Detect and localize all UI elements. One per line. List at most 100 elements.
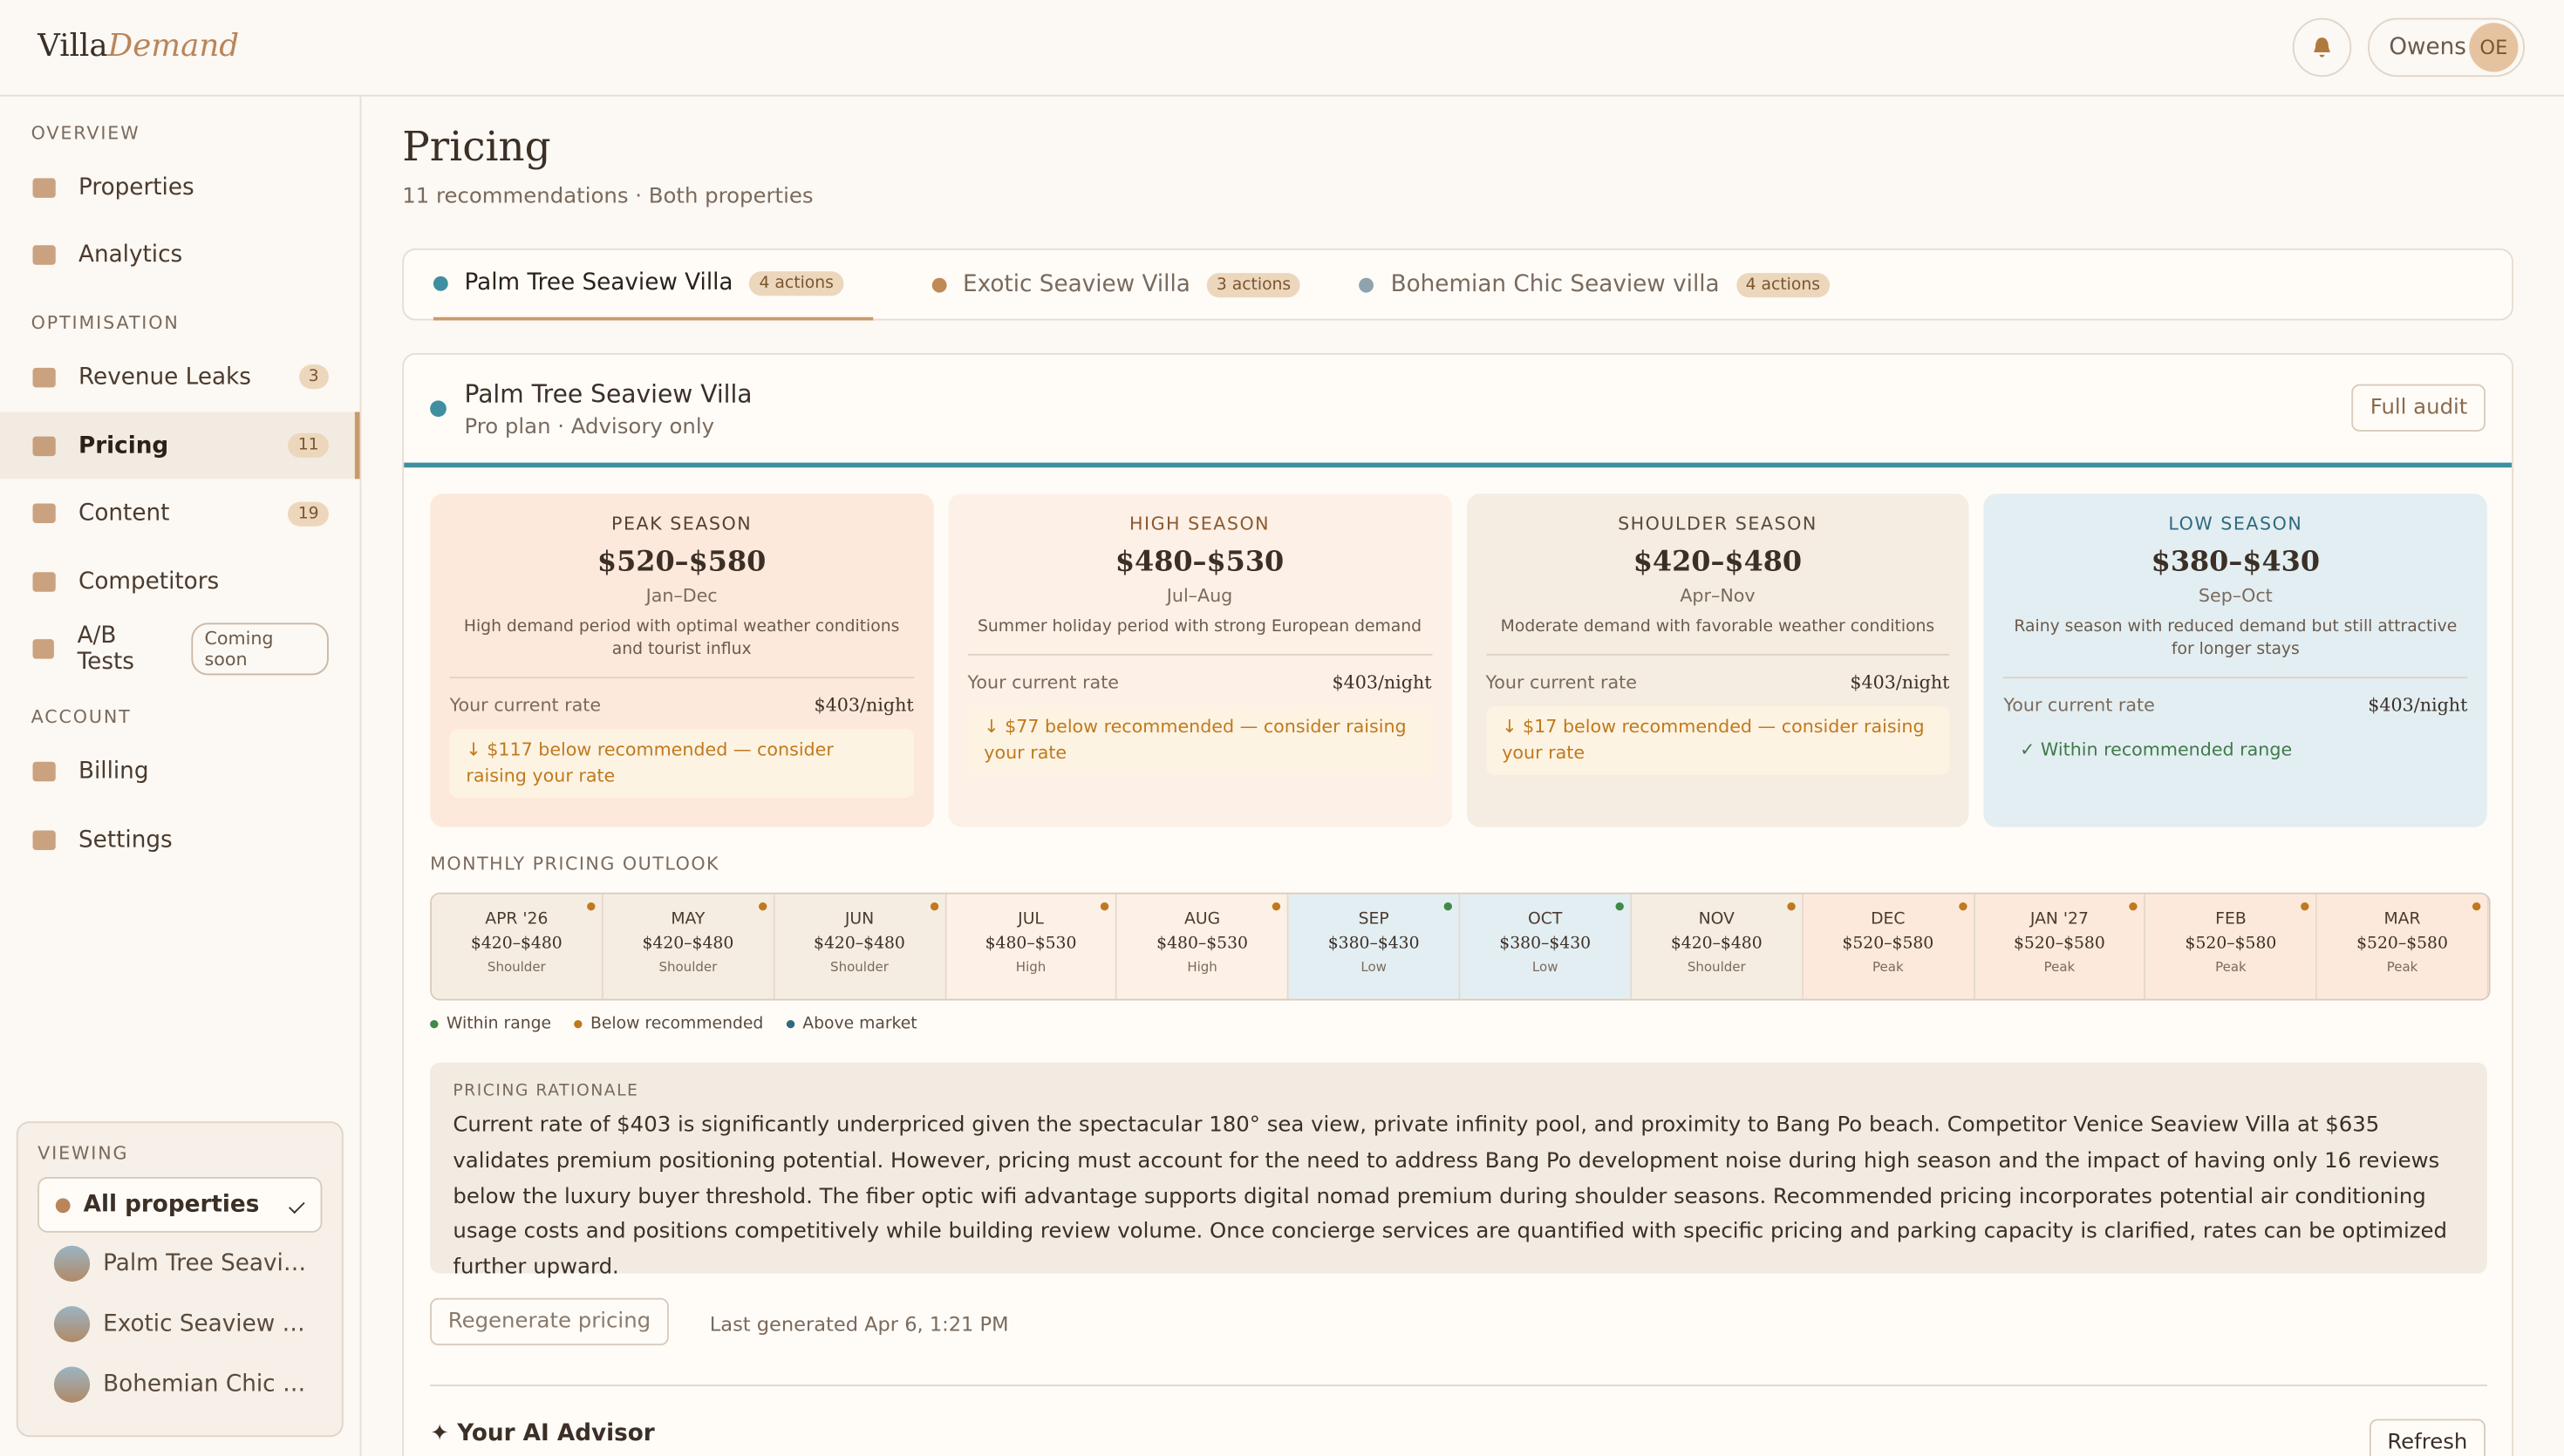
month-dot [929, 902, 938, 911]
month-dot [1272, 902, 1281, 911]
month-cell: NOV $420–$480 Shoulder [1631, 894, 1804, 999]
check [289, 1196, 305, 1214]
month-range: $520–$580 [1842, 935, 1934, 954]
section-title: ACCOUNT [31, 706, 132, 728]
property-thumb [53, 1305, 91, 1342]
month-dot [586, 902, 596, 911]
nav-item[interactable]: Pricing 11 [0, 412, 360, 480]
month-dot [1958, 902, 1967, 911]
viewing-property[interactable]: Palm Tree Seaview Villa [38, 1233, 322, 1293]
sidebar: OVERVIEW Properties Analytics OPTIMISATION R… [0, 96, 362, 1456]
user-name: Owens [2389, 34, 2466, 61]
month-cell: MAY $420–$480 Shoulder [603, 894, 775, 999]
legend-dot [786, 1020, 794, 1029]
nav-item[interactable]: Properties [0, 153, 360, 221]
month-name: MAY [671, 910, 706, 929]
last-generated: Last generated Apr 6, 1:21 PM [709, 1312, 1009, 1336]
tab-actions: 4 actions [1735, 272, 1831, 297]
month-season: Low [1360, 959, 1387, 975]
nav-item[interactable]: Content 19 [0, 480, 360, 548]
dot [430, 400, 447, 418]
brand-b: Demand [107, 27, 240, 65]
rate-label: Your current rate [967, 671, 1119, 693]
nav-item[interactable]: Competitors [0, 548, 360, 616]
month-dot [1615, 902, 1624, 911]
tab[interactable]: Exotic Seaview Villa 3 actions [931, 250, 1301, 319]
nav-item[interactable]: Revenue Leaks 3 [0, 344, 360, 412]
nav-item[interactable]: Billing [0, 738, 360, 806]
season-range: $520–$580 [597, 546, 767, 579]
nav-item[interactable]: Settings [0, 806, 360, 874]
property-card: Palm Tree Seaview Villa Pro plan · Adviso… [402, 353, 2513, 1456]
dot [1359, 276, 1374, 292]
season-range: $380–$430 [2151, 546, 2321, 579]
regenerate[interactable]: Regenerate pricing [430, 1297, 669, 1346]
month-name: NOV [1698, 910, 1735, 929]
refresh[interactable]: Refresh [2369, 1419, 2486, 1456]
month-dot [2472, 902, 2481, 911]
nav-item[interactable]: A/B Tests Coming soon [0, 616, 360, 684]
bell[interactable] [2292, 17, 2352, 78]
viewing-selected: All properties [83, 1191, 260, 1218]
season-months: Sep–Oct [2198, 585, 2273, 607]
month-dot [2129, 902, 2138, 911]
nav-label: Settings [78, 826, 173, 853]
month-season: Shoulder [830, 959, 889, 975]
month-season: Shoulder [658, 959, 718, 975]
rate-value: $403/night [2368, 694, 2468, 717]
rate-value: $403/night [814, 694, 914, 717]
viewing-panel: VIEWING All properties Palm Tree Seaview V… [16, 1121, 344, 1438]
rate-note: ↓ $117 below recommended — consider rais… [449, 729, 914, 798]
month-dot [1101, 902, 1109, 911]
month-cell: DEC $520–$580 Peak [1803, 894, 1975, 999]
rate-value: $403/night [1850, 671, 1950, 693]
nav-icon [32, 829, 56, 850]
full-audit[interactable]: Full audit [2352, 384, 2486, 432]
month-name: MAR [2383, 910, 2421, 929]
legend-item: Above market [786, 1015, 917, 1033]
legend-label: Below recommended [590, 1015, 764, 1033]
season-label: SHOULDER SEASON [1618, 513, 1817, 535]
property-thumb [53, 1365, 91, 1402]
tab[interactable]: Bohemian Chic Seaview villa 4 actions [1359, 250, 1831, 319]
property-thumb [53, 1244, 91, 1282]
season-desc: Moderate demand with favorable weather c… [1485, 616, 1950, 656]
nav-badge: 11 [288, 433, 329, 459]
month-name: JUN [844, 910, 875, 929]
section-title: OPTIMISATION [31, 312, 180, 334]
month-cell: JAN '27 $520–$580 Peak [1974, 894, 2146, 999]
month-range: $520–$580 [2185, 935, 2277, 954]
dot [433, 275, 448, 290]
section-title: OVERVIEW [31, 122, 140, 144]
month-name: SEP [1358, 910, 1389, 929]
month-range: $380–$430 [1327, 935, 1420, 954]
month-cell: OCT $380–$430 Low [1460, 894, 1632, 999]
viewing-property[interactable]: Bohemian Chic Seaview villa [38, 1354, 322, 1414]
rate-label: Your current rate [1485, 671, 1637, 693]
month-range: $480–$530 [985, 935, 1077, 954]
month-season: Peak [2386, 959, 2418, 975]
legend-dot [574, 1020, 583, 1029]
month-season: Shoulder [487, 959, 546, 975]
seasons: PEAK SEASON $520–$580 Jan–Dec High demand p… [430, 493, 2487, 827]
nav-label: A/B Tests [77, 623, 134, 677]
tab[interactable]: Palm Tree Seaview Villa 4 actions [433, 248, 873, 321]
property-plan: Pro plan · Advisory only [464, 415, 715, 440]
viewing-select[interactable]: All properties [38, 1177, 323, 1233]
nav-item[interactable]: Analytics [0, 221, 360, 289]
user-menu[interactable]: Owens OE [2368, 17, 2525, 78]
nav-icon [32, 245, 56, 266]
season-card: LOW SEASON $380–$430 Sep–Oct Rainy season w… [1983, 493, 2487, 827]
tab-actions: 4 actions [749, 270, 844, 296]
month-range: $520–$580 [2356, 935, 2448, 954]
separator [430, 1385, 2487, 1386]
viewing-property[interactable]: Exotic Seaview Villa [38, 1293, 322, 1353]
month-name: APR '26 [485, 910, 549, 929]
month-name: JAN '27 [2029, 910, 2089, 929]
tab-name: Exotic Seaview Villa [963, 271, 1190, 298]
season-desc: Rainy season with reduced demand but sti… [2003, 616, 2468, 679]
dot [55, 1197, 71, 1213]
tab-name: Palm Tree Seaview Villa [464, 269, 733, 296]
legend-item: Within range [430, 1015, 551, 1033]
rate-label: Your current rate [2003, 694, 2155, 717]
